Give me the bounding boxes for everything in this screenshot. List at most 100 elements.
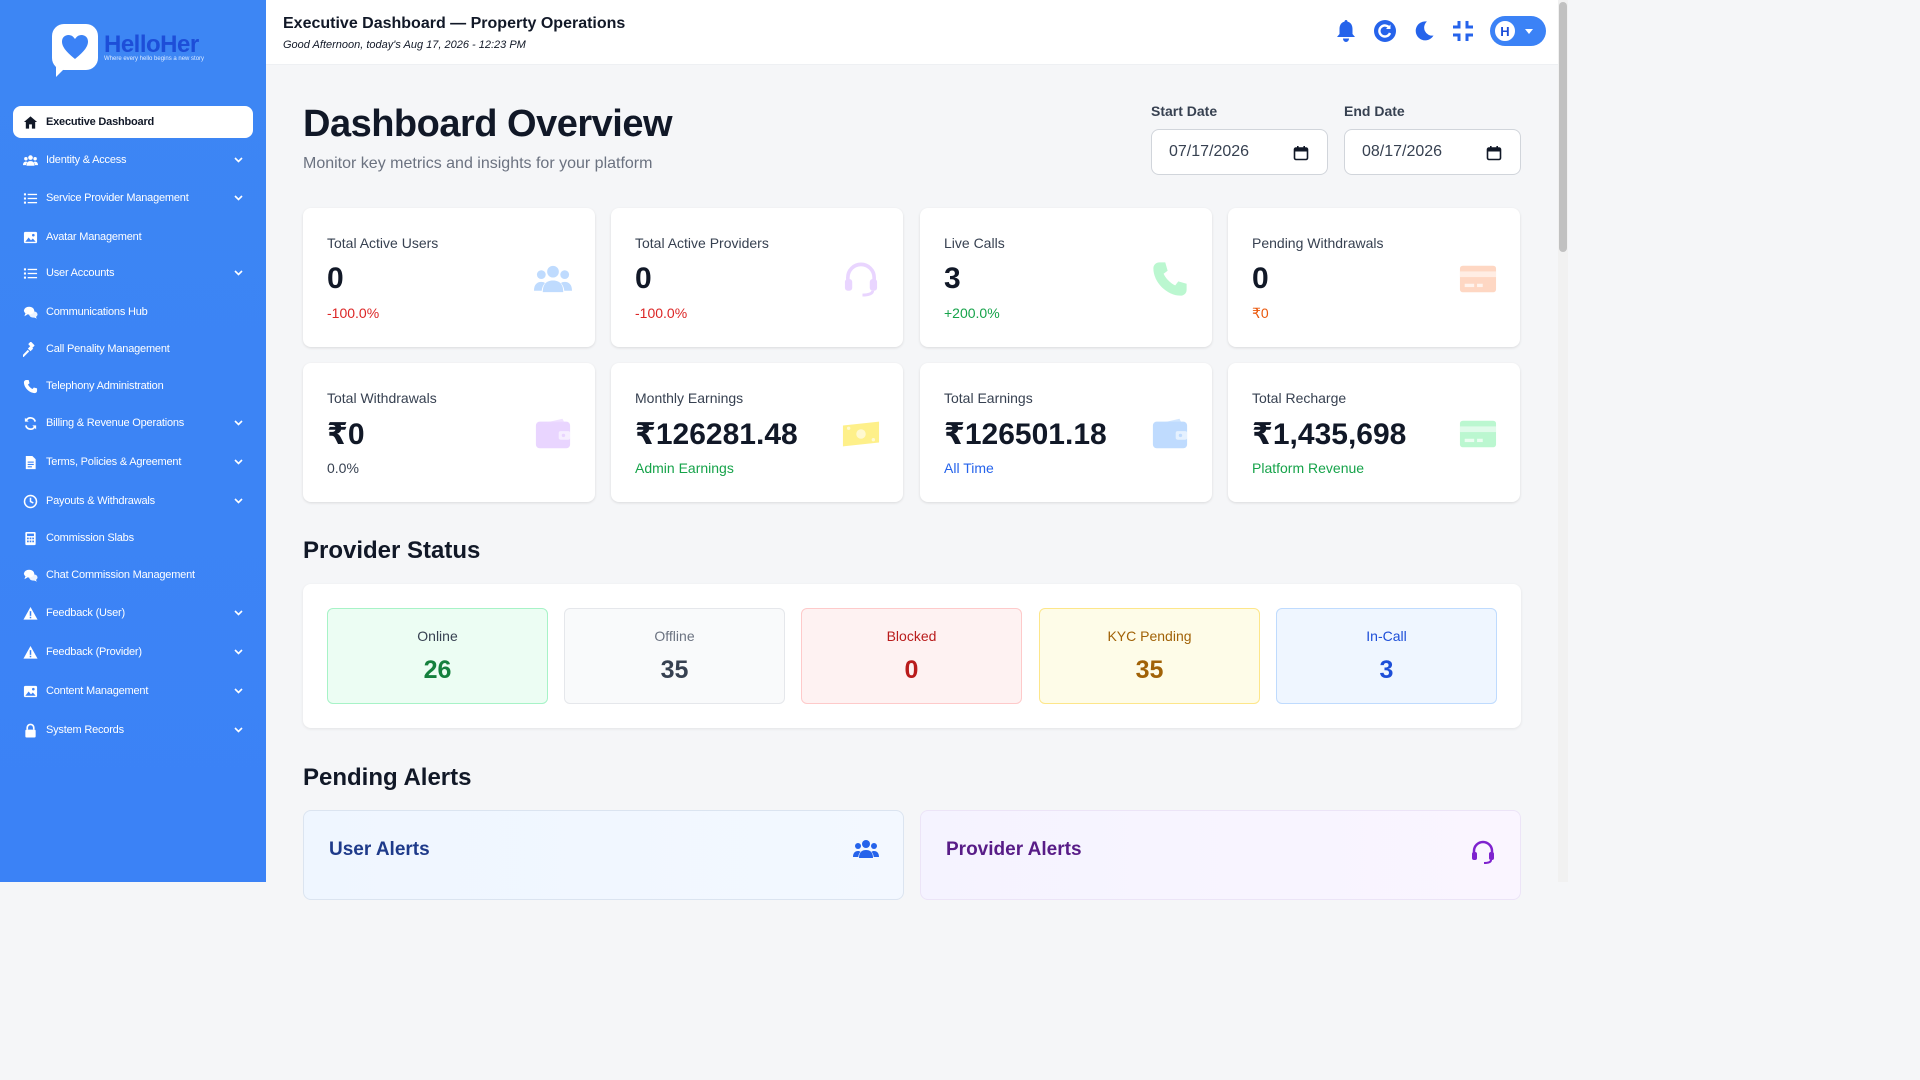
metric-subtext: ₹0 <box>1252 305 1269 321</box>
start-date-value: 07/17/2026 <box>1169 143 1250 160</box>
chevron-down-icon[interactable] <box>233 418 243 428</box>
metric-card-total-active-providers[interactable]: Total Active Providers 0 -100.0% <box>611 208 903 347</box>
status-label: Offline <box>654 628 695 644</box>
exit-fullscreen-icon[interactable] <box>1450 18 1476 44</box>
chat-icon <box>21 566 39 584</box>
sidebar-item-billing-revenue-operations[interactable]: Billing & Revenue Operations <box>13 407 253 439</box>
chevron-down-icon[interactable] <box>233 457 243 467</box>
status-label: KYC Pending <box>1107 628 1192 644</box>
chevron-down-icon[interactable] <box>233 647 243 657</box>
status-count: 35 <box>660 656 689 684</box>
metric-card-total-earnings[interactable]: Total Earnings ₹126501.18 All Time <box>920 363 1212 502</box>
provider-alerts-title: Provider Alerts <box>946 839 1082 860</box>
refresh-icon[interactable] <box>1372 18 1398 44</box>
start-date-label: Start Date <box>1151 103 1218 119</box>
status-box-blocked[interactable]: Blocked 0 <box>801 608 1022 704</box>
sidebar-item-chat-commission-management[interactable]: Chat Commission Management <box>13 559 253 591</box>
user-menu-button[interactable]: H <box>1490 16 1546 46</box>
chevron-down-icon[interactable] <box>233 155 243 165</box>
sidebar-item-label: Content Management <box>46 685 149 697</box>
chevron-down-icon[interactable] <box>233 496 243 506</box>
status-box-offline[interactable]: Offline 35 <box>564 608 785 704</box>
sidebar-item-label: Identity & Access <box>46 154 127 166</box>
status-label: Online <box>417 628 458 644</box>
chevron-down-icon[interactable] <box>233 686 243 696</box>
sidebar-item-identity-access[interactable]: Identity & Access <box>13 144 253 176</box>
metric-subtext: +200.0% <box>944 305 1000 321</box>
sidebar-item-label: Terms, Policies & Agreement <box>46 456 182 468</box>
sidebar-item-label: Chat Commission Management <box>46 569 195 581</box>
provider-alerts-panel[interactable]: Provider Alerts <box>920 810 1521 900</box>
calendar-icon[interactable] <box>1293 145 1309 166</box>
wallet-icon <box>1150 415 1190 453</box>
page-scrollbar[interactable] <box>1558 0 1568 882</box>
clock-icon <box>21 492 39 510</box>
chevron-down-icon[interactable] <box>233 608 243 618</box>
users-icon <box>533 260 573 298</box>
phone-icon <box>21 377 39 395</box>
sidebar-item-feedback-user[interactable]: Feedback (User) <box>13 597 253 629</box>
sidebar-item-system-records[interactable]: System Records <box>13 714 253 746</box>
sidebar-item-avatar-management[interactable]: Avatar Management <box>13 221 253 253</box>
chevron-down-icon[interactable] <box>233 725 243 735</box>
pending-alerts-title: Pending Alerts <box>303 764 472 791</box>
metric-card-monthly-earnings[interactable]: Monthly Earnings ₹126281.48 Admin Earnings <box>611 363 903 502</box>
brand-logo[interactable]: HelloHer Where every hello begins a new … <box>52 24 204 77</box>
sidebar-item-feedback-provider[interactable]: Feedback (Provider) <box>13 636 253 668</box>
page-header-title: Executive Dashboard — Property Operation… <box>283 15 626 32</box>
metric-subtext: Admin Earnings <box>635 460 734 476</box>
chat-icon <box>21 303 39 321</box>
sidebar-item-label: Feedback (Provider) <box>46 646 142 658</box>
chevron-down-icon[interactable] <box>233 193 243 203</box>
image-icon <box>21 682 39 700</box>
chevron-down-icon <box>1525 28 1533 34</box>
metric-value: 0 <box>327 262 344 295</box>
metric-subtext: All Time <box>944 460 994 476</box>
calendar-icon[interactable] <box>1486 145 1502 166</box>
sidebar-item-communications-hub[interactable]: Communications Hub <box>13 296 253 328</box>
money-icon <box>841 415 881 453</box>
metric-card-total-active-users[interactable]: Total Active Users 0 -100.0% <box>303 208 595 347</box>
status-box-kyc-pending[interactable]: KYC Pending 35 <box>1039 608 1260 704</box>
chevron-down-icon[interactable] <box>233 268 243 278</box>
document-icon <box>21 453 39 471</box>
metric-title: Total Active Providers <box>635 235 769 251</box>
sidebar-item-content-management[interactable]: Content Management <box>13 675 253 707</box>
bell-icon[interactable] <box>1333 18 1359 44</box>
sidebar-item-service-provider-management[interactable]: Service Provider Management <box>13 182 253 214</box>
user-alerts-panel[interactable]: User Alerts <box>303 810 904 900</box>
status-box-in-call[interactable]: In-Call 3 <box>1276 608 1497 704</box>
sidebar-item-call-penality-management[interactable]: Call Penality Management <box>13 333 253 365</box>
sidebar-item-executive-dashboard[interactable]: Executive Dashboard <box>13 106 253 138</box>
sidebar-item-telephony-administration[interactable]: Telephony Administration <box>13 370 253 402</box>
metric-card-total-recharge[interactable]: Total Recharge ₹1,435,698 Platform Revenue <box>1228 363 1520 502</box>
start-date-input[interactable]: 07/17/2026 <box>1151 129 1328 175</box>
wallet-icon <box>533 415 573 453</box>
metric-subtext: -100.0% <box>327 305 380 321</box>
gavel-icon <box>21 340 39 358</box>
metric-card-pending-withdrawals[interactable]: Pending Withdrawals 0 ₹0 <box>1228 208 1520 347</box>
sidebar-item-label: Avatar Management <box>46 231 142 243</box>
metric-subtext: -100.0% <box>635 305 688 321</box>
metric-card-live-calls[interactable]: Live Calls 3 +200.0% <box>920 208 1212 347</box>
metric-value: ₹126501.18 <box>944 418 1107 451</box>
scrollbar-thumb[interactable] <box>1559 2 1567 252</box>
metric-card-total-withdrawals[interactable]: Total Withdrawals ₹0 0.0% <box>303 363 595 502</box>
sidebar-item-payouts-withdrawals[interactable]: Payouts & Withdrawals <box>13 485 253 517</box>
metric-subtext: 0.0% <box>327 460 359 476</box>
metric-value: 0 <box>1252 262 1269 295</box>
status-count: 35 <box>1135 656 1164 684</box>
list-icon <box>21 264 39 282</box>
list-icon <box>21 189 39 207</box>
dark-mode-moon-icon[interactable] <box>1411 18 1437 44</box>
status-box-online[interactable]: Online 26 <box>327 608 548 704</box>
sidebar-item-terms-policies-agreement[interactable]: Terms, Policies & Agreement <box>13 446 253 478</box>
sidebar: HelloHer Where every hello begins a new … <box>0 0 266 882</box>
sidebar-item-user-accounts[interactable]: User Accounts <box>13 257 253 289</box>
home-icon <box>21 113 39 131</box>
sidebar-item-label: Commission Slabs <box>46 532 134 544</box>
status-label: Blocked <box>886 628 937 644</box>
end-date-input[interactable]: 08/17/2026 <box>1344 129 1521 175</box>
sidebar-item-commission-slabs[interactable]: Commission Slabs <box>13 522 253 554</box>
sidebar-item-label: Billing & Revenue Operations <box>46 417 185 429</box>
